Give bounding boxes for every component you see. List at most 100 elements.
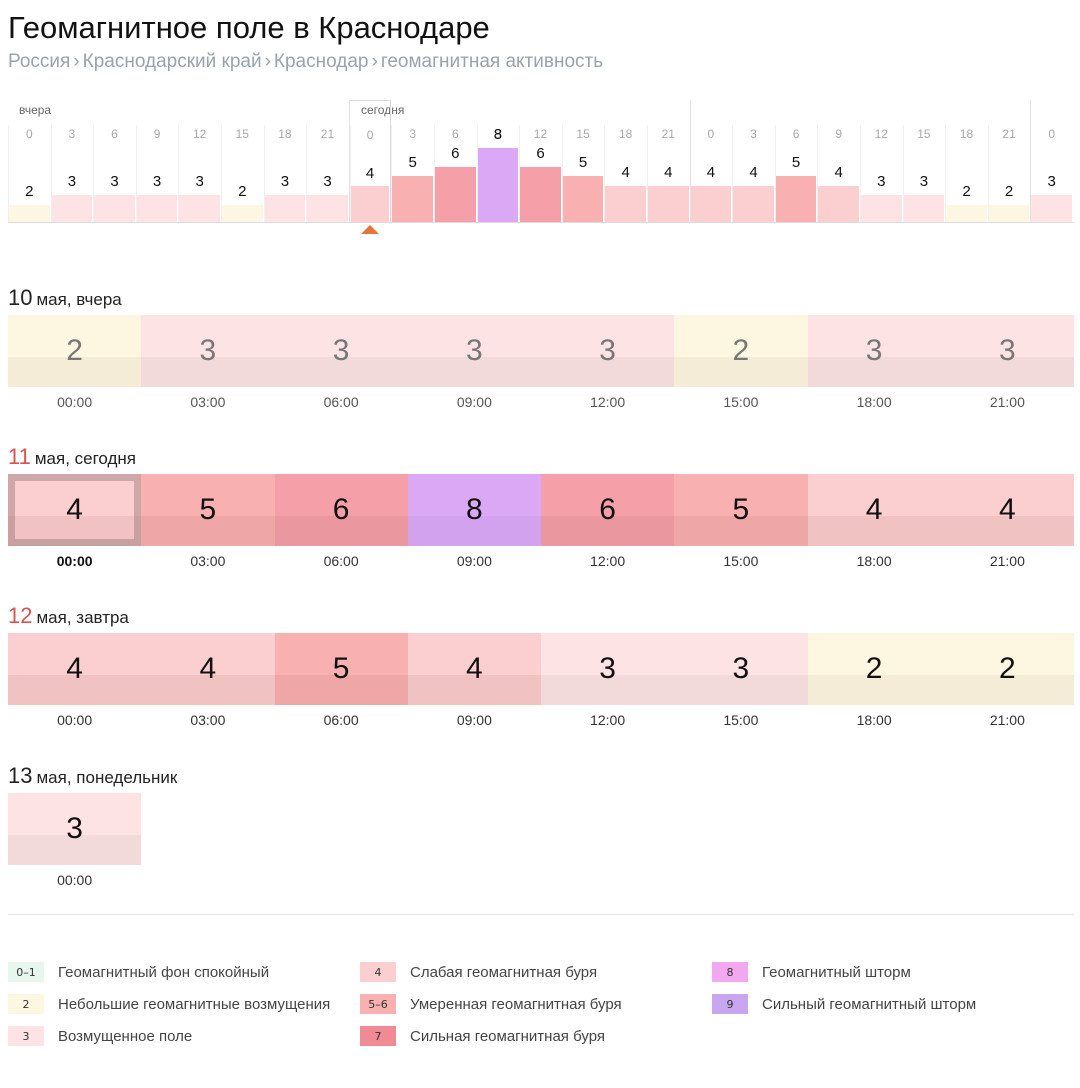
kp-cell[interactable]: 3 bbox=[541, 315, 675, 387]
kp-cell[interactable]: 4 bbox=[8, 474, 142, 546]
strip-column[interactable]: 18 4 bbox=[604, 100, 647, 223]
breadcrumb: Россия › Краснодарский край › Краснодар › геом… bbox=[8, 51, 603, 73]
kp-cell[interactable]: 3 bbox=[8, 793, 142, 865]
kp-cell[interactable]: 3 bbox=[141, 315, 275, 387]
kp-value: 3 bbox=[999, 334, 1016, 367]
strip-bar bbox=[733, 185, 774, 223]
strip-bar bbox=[350, 185, 390, 223]
strip-hour-label: 15 bbox=[235, 127, 249, 141]
kp-cell[interactable]: 5 bbox=[274, 633, 408, 705]
strip-hour-label: 12 bbox=[533, 127, 548, 141]
strip-bar bbox=[264, 195, 306, 223]
kp-cell[interactable]: 3 bbox=[274, 315, 408, 387]
kp-cell[interactable]: 8 bbox=[407, 474, 541, 546]
kp-cell[interactable]: 4 bbox=[407, 633, 541, 705]
kp-cell-fill bbox=[141, 633, 275, 675]
kp-cell[interactable]: 2 bbox=[807, 633, 941, 705]
strip-bar bbox=[562, 176, 604, 223]
strip-value: 3 bbox=[919, 173, 929, 190]
legend-text: Геомагнитный фон спокойный bbox=[58, 963, 270, 981]
kp-cell[interactable]: 6 bbox=[274, 474, 408, 546]
strip-value: 3 bbox=[877, 173, 886, 190]
kp-cell[interactable]: 4 bbox=[807, 474, 941, 546]
kp-cell[interactable]: 3 bbox=[807, 315, 941, 387]
kp-cell[interactable]: 2 bbox=[674, 315, 808, 387]
kp-cell[interactable]: 3 bbox=[674, 633, 808, 705]
kp-cell[interactable]: 4 bbox=[940, 474, 1074, 546]
kp-cell[interactable]: 3 bbox=[541, 633, 675, 705]
strip-bar bbox=[818, 185, 859, 223]
kp-cell-fill bbox=[940, 315, 1074, 357]
kp-cell-fill bbox=[807, 474, 941, 516]
strip-column[interactable]: 12 3 bbox=[860, 100, 903, 223]
strip-column[interactable]: 21 3 bbox=[306, 100, 349, 223]
strip-value: 3 bbox=[195, 173, 204, 190]
kp-cell[interactable]: 4 bbox=[141, 633, 275, 705]
time-label: 21:00 bbox=[989, 394, 1025, 410]
legend-item: 3 Возмущенное поле bbox=[8, 1024, 192, 1048]
strip-label-yesterday: вчера bbox=[19, 103, 52, 117]
kp-cell-fill-lower bbox=[407, 515, 541, 546]
legend-text: Умеренная геомагнитная буря bbox=[410, 995, 622, 1013]
strip-column[interactable]: 21 4 bbox=[647, 100, 690, 223]
time-label: 18:00 bbox=[856, 712, 892, 728]
strip-column[interactable]: 18 3 bbox=[263, 100, 307, 223]
strip-column[interactable]: 15 3 bbox=[902, 100, 946, 223]
kp-cell-fill-lower bbox=[940, 674, 1074, 705]
strip-column[interactable]: 12 3 bbox=[178, 100, 221, 223]
kp-cell-fill bbox=[674, 474, 808, 516]
kp-cell-fill-lower bbox=[807, 515, 941, 546]
strip-column[interactable]: 18 2 bbox=[945, 100, 988, 223]
kp-cell[interactable]: 6 bbox=[541, 474, 675, 546]
kp-cell[interactable]: 2 bbox=[8, 315, 142, 387]
kp-cell-fill-lower bbox=[407, 356, 541, 387]
kp-cell[interactable]: 4 bbox=[8, 633, 142, 705]
strip-value: 3 bbox=[1047, 173, 1056, 190]
kp-cell[interactable]: 5 bbox=[674, 474, 808, 546]
kp-cell-fill-lower bbox=[8, 674, 142, 705]
strip-column[interactable]: 21 2 bbox=[987, 100, 1031, 223]
strip-column[interactable]: 15 5 bbox=[561, 100, 605, 223]
time-label: 00:00 bbox=[57, 872, 93, 888]
legend-swatch: 5–6 bbox=[360, 994, 396, 1014]
kp-value: 4 bbox=[66, 652, 83, 685]
kp-cell[interactable]: 3 bbox=[940, 315, 1074, 387]
time-label: 09:00 bbox=[456, 394, 492, 410]
time-label: 03:00 bbox=[190, 712, 226, 728]
kp-cell[interactable]: 5 bbox=[141, 474, 275, 546]
legend-swatch: 4 bbox=[360, 962, 396, 982]
strip-column[interactable]: 15 2 bbox=[221, 100, 264, 223]
kp-cell-fill bbox=[674, 315, 808, 357]
breadcrumb-item[interactable]: Краснодар bbox=[273, 51, 369, 72]
time-label: 09:00 bbox=[456, 553, 492, 569]
day-label: мая, понедельник bbox=[36, 768, 178, 787]
legend-text: Геомагнитный шторм bbox=[762, 963, 911, 981]
strip-column[interactable]: 12 6 bbox=[519, 100, 562, 223]
kp-cell-fill-lower bbox=[674, 515, 808, 546]
kp-value: 5 bbox=[199, 493, 217, 526]
strip-hour-label: 21 bbox=[320, 127, 335, 141]
kp-cell[interactable]: 2 bbox=[940, 633, 1074, 705]
breadcrumb-item[interactable]: Краснодарский край bbox=[82, 51, 262, 72]
kp-value: 6 bbox=[332, 493, 350, 526]
kp-value: 3 bbox=[332, 334, 350, 367]
kp-cell[interactable]: 3 bbox=[407, 315, 541, 387]
kp-cell-fill-lower bbox=[674, 356, 808, 387]
breadcrumb-item[interactable]: Россия bbox=[8, 51, 71, 72]
strip-gridline bbox=[263, 125, 265, 223]
kp-value: 4 bbox=[199, 652, 217, 685]
strip-hour-label: 0 bbox=[707, 127, 715, 141]
